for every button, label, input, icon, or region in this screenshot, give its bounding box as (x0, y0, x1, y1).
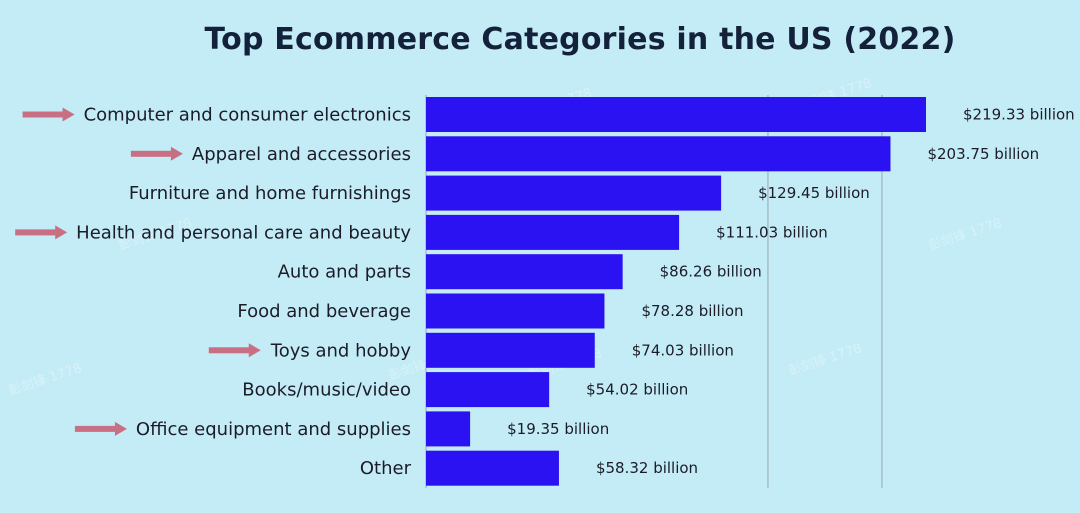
arrow-icon (114, 421, 127, 436)
value-label: $219.33 billion (963, 106, 1075, 124)
arrow-icon (170, 146, 183, 161)
bars (426, 97, 926, 486)
value-label: $58.32 billion (596, 459, 698, 477)
arrow-icon (22, 111, 65, 118)
value-labels: $219.33 billion $203.75 billion $129.45 bi… (507, 106, 1075, 478)
category-label: Toys and hobby (270, 340, 412, 361)
bar-2 (426, 175, 722, 211)
watermark-text: 彭剑锋 1778 (786, 340, 863, 379)
arrow-icon (74, 425, 117, 432)
value-label: $203.75 billion (927, 145, 1039, 163)
bar-9 (426, 450, 559, 486)
value-label: $129.45 billion (758, 184, 870, 202)
value-label: $74.03 billion (632, 341, 734, 359)
arrow-icon (130, 150, 173, 157)
arrow-icon (208, 347, 251, 354)
highlight-arrows (15, 107, 261, 436)
bar-7 (426, 372, 550, 408)
bar-4 (426, 254, 623, 290)
category-label: Other (360, 458, 412, 479)
value-label: $86.26 billion (660, 263, 762, 281)
category-label: Furniture and home furnishings (129, 183, 411, 204)
bar-1 (426, 136, 891, 172)
category-label: Auto and parts (278, 262, 411, 283)
bar-8 (426, 411, 471, 447)
arrow-icon (248, 343, 261, 358)
value-label: $54.02 billion (586, 381, 688, 399)
bar-0 (426, 97, 926, 132)
arrow-icon (55, 225, 68, 240)
bar-6 (426, 332, 595, 368)
bar-5 (426, 293, 605, 329)
watermark-text: 彭剑锋 1778 (926, 215, 1003, 254)
value-label: $78.28 billion (641, 302, 743, 320)
category-labels: Computer and consumer electronics Apparel… (76, 105, 411, 480)
arrow-icon (15, 229, 58, 236)
chart-title: Top Ecommerce Categories in the US (2022… (204, 22, 956, 57)
category-label: Health and personal care and beauty (76, 222, 411, 243)
watermark-text: 彭剑锋 1778 (6, 360, 83, 399)
category-label: Office equipment and supplies (136, 419, 411, 440)
category-label: Apparel and accessories (192, 144, 411, 165)
bar-3 (426, 214, 680, 250)
category-label: Books/music/video (242, 380, 411, 401)
value-label: $19.35 billion (507, 420, 609, 438)
category-label: Food and beverage (237, 301, 411, 322)
arrow-icon (62, 107, 75, 122)
value-label: $111.03 billion (716, 223, 828, 241)
category-label: Computer and consumer electronics (84, 105, 411, 126)
